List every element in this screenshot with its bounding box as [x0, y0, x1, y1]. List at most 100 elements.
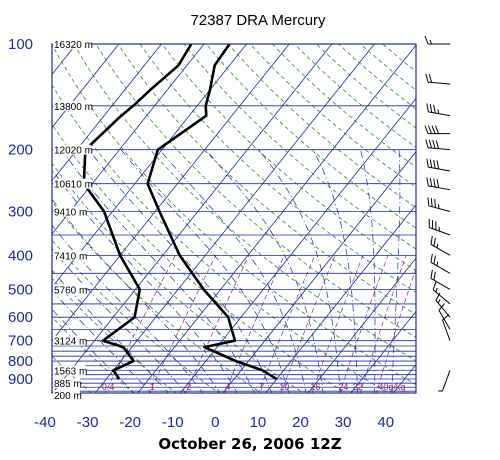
isotherm-line — [222, 151, 416, 393]
wind-barb-half-flag — [429, 39, 432, 45]
height-label: 885 m — [54, 379, 82, 390]
dry-adiabat-line — [52, 162, 305, 393]
height-label-bg — [53, 178, 91, 189]
mixing-ratio-line — [359, 255, 407, 393]
wind-barb-flag — [429, 177, 433, 187]
moist-adiabat-line — [52, 289, 152, 393]
isotherm-line — [307, 257, 416, 393]
wind-barb-flag — [442, 314, 450, 321]
pressure-tick-label: 800 — [8, 353, 33, 370]
moist-adiabat-line — [205, 149, 324, 393]
height-label: 12020 m — [54, 146, 93, 157]
mixing-ratio-label: 10 — [279, 382, 289, 392]
wind-barb-staff — [430, 243, 451, 256]
mixing-ratio-label: 2 — [186, 382, 191, 392]
wind-barb — [426, 103, 451, 117]
moist-adiabat-line — [88, 149, 273, 393]
temperature-profile-line — [146, 44, 278, 381]
dry-adiabat-line — [95, 44, 416, 338]
dry-adiabat-line — [382, 44, 416, 73]
pressure-tick-label: 400 — [8, 247, 33, 264]
dry-adiabat-line — [73, 44, 416, 362]
wind-barb-flag — [435, 140, 440, 149]
height-label-bg — [53, 365, 86, 376]
wind-barb-flag — [427, 197, 430, 206]
isotherm-line — [52, 44, 248, 288]
dry-adiabat-line — [227, 44, 416, 208]
pressure-tick-label: 900 — [8, 371, 33, 388]
mixing-ratio-label: 32 — [353, 382, 363, 392]
isotherm-line — [265, 204, 416, 393]
temperature-tick-label: -40 — [34, 414, 56, 431]
wind-barb-flag — [426, 158, 429, 168]
mixing-ratio-line — [148, 255, 217, 393]
isotherm-line — [52, 44, 290, 342]
height-label: 10610 m — [54, 180, 93, 191]
wind-barb-flag — [426, 177, 429, 186]
wind-barb-flag — [435, 292, 441, 301]
wind-barb-flag — [430, 253, 433, 263]
wind-barb-flag — [433, 237, 436, 247]
isotherm-line — [350, 310, 416, 393]
plot-frame — [51, 43, 417, 394]
wind-barb-half-flag — [436, 243, 439, 248]
wind-barb — [424, 35, 450, 45]
wind-barb — [425, 73, 451, 85]
temperature-tick-label: -20 — [119, 414, 141, 431]
height-label-bg — [53, 378, 80, 389]
height-label-bg — [53, 335, 86, 346]
mixing-ratio-label: 1 — [150, 382, 155, 392]
wind-barbs — [424, 35, 451, 392]
wind-barb-flag — [430, 269, 433, 279]
mixing-ratio-line — [224, 255, 285, 393]
height-label: 1563 m — [54, 366, 87, 377]
wind-barb-flag — [424, 125, 429, 134]
wind-barb-staff — [430, 277, 451, 290]
wind-barb-flag — [425, 73, 429, 83]
mixing-ratio-label: 4 — [225, 382, 230, 392]
dry-adiabat-line — [52, 84, 390, 393]
temperature-tick-label: 30 — [335, 414, 352, 431]
temperature-tick-label: -30 — [77, 414, 99, 431]
wind-barb-flag — [436, 179, 440, 188]
wind-barb-flag — [425, 139, 429, 148]
wind-barb-flag — [428, 139, 433, 149]
wind-barb-flag — [436, 160, 440, 170]
pressure-tick-label: 500 — [8, 281, 33, 298]
wind-barb-flag — [430, 235, 433, 245]
temperature-tick-label: -10 — [162, 414, 184, 431]
wind-barb-staff — [428, 147, 451, 151]
isotherm-line — [94, 44, 375, 393]
wind-barb-staff — [432, 289, 451, 305]
height-label-bg — [53, 39, 91, 49]
wind-barb-staff — [435, 300, 451, 318]
wind-barb — [432, 281, 451, 305]
height-label: 16320 m — [54, 40, 93, 51]
mixing-ratio-line — [104, 255, 176, 393]
dry-adiabat-line — [205, 44, 416, 229]
height-label: 9410 m — [54, 208, 87, 219]
wind-barb-flag — [428, 74, 433, 83]
wind-barb-half-flag — [437, 299, 441, 304]
mixing-ratio-label: 16 — [310, 382, 320, 392]
dry-adiabat-line — [52, 316, 135, 393]
isotherm-line — [52, 44, 162, 182]
wind-barb-half-flag — [437, 109, 440, 114]
moist-adiabat-line — [52, 248, 187, 393]
moist-adiabat-line — [258, 149, 341, 393]
wind-barb-staff — [442, 319, 451, 341]
wind-barb — [430, 269, 451, 290]
wind-barb-flag — [429, 159, 433, 168]
isotherm-line — [179, 97, 416, 393]
wind-barb — [428, 218, 451, 236]
wind-barb — [442, 314, 451, 341]
wind-barb-flag — [433, 255, 436, 265]
dry-adiabat-line — [294, 44, 416, 148]
isobar-lines — [52, 43, 416, 392]
mixing-ratio-line — [339, 255, 389, 393]
chart-title: 72387 DRA Mercury — [190, 12, 326, 29]
dry-adiabat-line — [360, 44, 416, 91]
moist-adiabat-line — [391, 149, 401, 393]
wind-barb-flag — [424, 35, 429, 45]
